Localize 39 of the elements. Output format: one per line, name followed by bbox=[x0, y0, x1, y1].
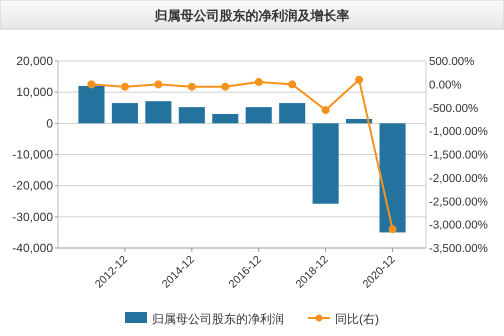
point bbox=[388, 225, 397, 234]
y2-tick-label: -3,000.00% bbox=[429, 220, 488, 232]
point bbox=[254, 78, 263, 86]
legend-label: 归属母公司股东的净利润 bbox=[152, 312, 284, 326]
point bbox=[288, 80, 296, 88]
bar bbox=[346, 118, 372, 124]
bar bbox=[112, 103, 138, 124]
y-tick-label: -10,000 bbox=[12, 148, 54, 162]
bar bbox=[246, 107, 272, 124]
point bbox=[221, 82, 230, 91]
y-tick-label: 20,000 bbox=[16, 54, 54, 68]
y2-tick-label: -2,500.00% bbox=[429, 196, 488, 208]
y-tick-label: 0 bbox=[46, 116, 54, 130]
bar bbox=[312, 123, 339, 204]
y2-tick-label: -3,500.00% bbox=[429, 243, 488, 255]
y-tick-label: -20,000 bbox=[12, 178, 54, 193]
y2-tick-label: -1,000.00% bbox=[429, 126, 488, 138]
y2-tick-label: 500.00% bbox=[429, 56, 474, 68]
point bbox=[322, 106, 330, 114]
point bbox=[120, 82, 129, 91]
y-tick-label: -40,000 bbox=[12, 241, 54, 255]
chart-title: 归属母公司股东的净利润及增长率 bbox=[154, 8, 350, 23]
bar bbox=[279, 103, 306, 124]
y2-tick-label: 0.00% bbox=[429, 79, 462, 92]
y2-tick-label: -1,500.00% bbox=[429, 150, 488, 162]
y2-tick-label: -2,000.00% bbox=[429, 172, 488, 185]
bar bbox=[178, 107, 205, 124]
point bbox=[154, 80, 162, 88]
point bbox=[87, 80, 96, 88]
legend-label: 同比(右) bbox=[335, 312, 379, 326]
bar bbox=[78, 86, 104, 124]
y-tick-label: 10,000 bbox=[16, 85, 54, 100]
bar bbox=[380, 123, 406, 232]
y2-tick-label: -500.00% bbox=[429, 102, 478, 115]
bar bbox=[212, 114, 238, 124]
y-tick-label: -30,000 bbox=[12, 210, 54, 224]
point bbox=[188, 82, 196, 91]
point bbox=[355, 76, 364, 84]
bar bbox=[145, 101, 172, 124]
